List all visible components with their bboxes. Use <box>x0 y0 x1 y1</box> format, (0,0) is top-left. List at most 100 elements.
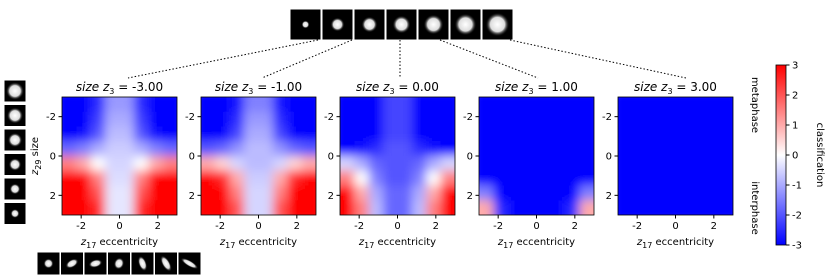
heatmap-cell <box>287 111 303 127</box>
heatmap-cell <box>646 170 662 186</box>
heatmap-cell <box>479 97 494 113</box>
heatmap-cell <box>301 141 316 157</box>
heatmap-cell <box>119 111 135 127</box>
heatmap-cell <box>704 156 720 172</box>
y-tick-label: 2 <box>189 191 195 202</box>
heatmap-cell <box>229 156 245 172</box>
x-tick-label: 0 <box>672 221 678 232</box>
heatmap-cell <box>354 156 370 172</box>
heatmap-cell <box>272 111 288 127</box>
heatmap-cell <box>201 185 216 201</box>
heatmap-cell <box>522 126 537 142</box>
heatmap-cells <box>479 97 594 215</box>
heatmap-cell <box>105 111 120 127</box>
heatmap-cell <box>90 200 106 215</box>
heatmap-cell <box>397 200 413 215</box>
heatmap-cell <box>258 185 274 201</box>
heatmap-cell <box>565 185 581 201</box>
heatmap-cell <box>162 141 177 157</box>
cell <box>10 209 20 218</box>
heatmap-cell <box>383 111 398 127</box>
cell <box>6 107 24 124</box>
heatmap-cell <box>646 156 662 172</box>
heatmap-cell <box>76 200 92 215</box>
heatmap-cell <box>244 126 259 142</box>
heatmap-cell <box>675 185 691 201</box>
heatmap-cell <box>244 200 259 215</box>
heatmap-cell <box>272 185 288 201</box>
heatmap-cell <box>215 126 231 142</box>
heatmap-cell <box>201 170 216 186</box>
heatmap-cell <box>368 200 384 215</box>
y-tick-label: 2 <box>467 191 473 202</box>
panel-title: size z3 = -3.00 <box>76 80 163 96</box>
heatmap-cell <box>632 97 648 113</box>
heatmap-cell <box>229 141 245 157</box>
heatmap-cell <box>354 97 370 113</box>
heatmap-cell <box>661 97 676 113</box>
heatmap-cell <box>704 170 720 186</box>
heatmap-cell <box>479 156 494 172</box>
heatmap-cell <box>62 141 77 157</box>
heatmap-cell <box>536 141 552 157</box>
cell <box>454 13 477 36</box>
heatmap-cell <box>148 200 164 215</box>
heatmap-cell <box>148 126 164 142</box>
heatmap-cell <box>522 200 537 215</box>
heatmap-cell <box>618 156 633 172</box>
heatmap-cell <box>119 126 135 142</box>
heatmap-cell <box>550 185 566 201</box>
heatmap-cell <box>62 97 77 113</box>
heatmap-cell <box>718 126 733 142</box>
heatmap-cell <box>272 126 288 142</box>
connector <box>439 39 539 79</box>
cell <box>330 17 345 32</box>
heatmap-cell <box>368 185 384 201</box>
heatmap-cell <box>119 141 135 157</box>
heatmap-cell <box>340 111 355 127</box>
heatmap-cell <box>507 170 523 186</box>
heatmap-cell <box>301 170 316 186</box>
heatmap-cell <box>579 126 594 142</box>
colorbar-tick-label: 1 <box>792 121 798 132</box>
heatmap-cell <box>536 156 552 172</box>
heatmap-cell <box>550 97 566 113</box>
heatmap-cell <box>646 200 662 215</box>
heatmap-cell <box>287 170 303 186</box>
heatmap-cell <box>244 185 259 201</box>
heatmap-cell <box>426 170 442 186</box>
heatmap-cell <box>201 200 216 215</box>
heatmap-cell <box>229 200 245 215</box>
cell <box>392 15 411 34</box>
heatmap-cell <box>397 170 413 186</box>
heatmap-cell <box>397 97 413 113</box>
y-tick-label: 0 <box>50 152 56 163</box>
heatmap-cell <box>718 200 733 215</box>
heatmap-cell <box>76 185 92 201</box>
heatmap-cell <box>493 126 509 142</box>
heatmap-cell <box>507 141 523 157</box>
heatmap-cell <box>301 156 316 172</box>
heatmap-cell <box>507 111 523 127</box>
heatmap-cell <box>411 111 427 127</box>
x-axis-label: z17 eccentricity <box>358 237 436 250</box>
heatmap-cell <box>148 170 164 186</box>
heatmap-cell <box>340 126 355 142</box>
heatmap-cell <box>133 185 149 201</box>
heatmap-cell <box>119 156 135 172</box>
panel: -2 0 2 -2 0 2 size z3 = -1.00 z17 eccentricity <box>185 80 317 250</box>
heatmap-cell <box>579 185 594 201</box>
heatmap-cell <box>62 170 77 186</box>
heatmap-cell <box>522 185 537 201</box>
y-tick-label: 2 <box>606 191 612 202</box>
heatmap-cell <box>383 170 398 186</box>
heatmap-cell <box>579 156 594 172</box>
cell <box>361 16 378 33</box>
heatmap-cell <box>522 156 537 172</box>
heatmap-cell <box>479 200 494 215</box>
heatmap-cell <box>522 141 537 157</box>
heatmap-cell <box>661 156 676 172</box>
heatmap-cell <box>550 141 566 157</box>
y-tick-label: 2 <box>50 191 56 202</box>
y-tick-label: 0 <box>189 152 195 163</box>
